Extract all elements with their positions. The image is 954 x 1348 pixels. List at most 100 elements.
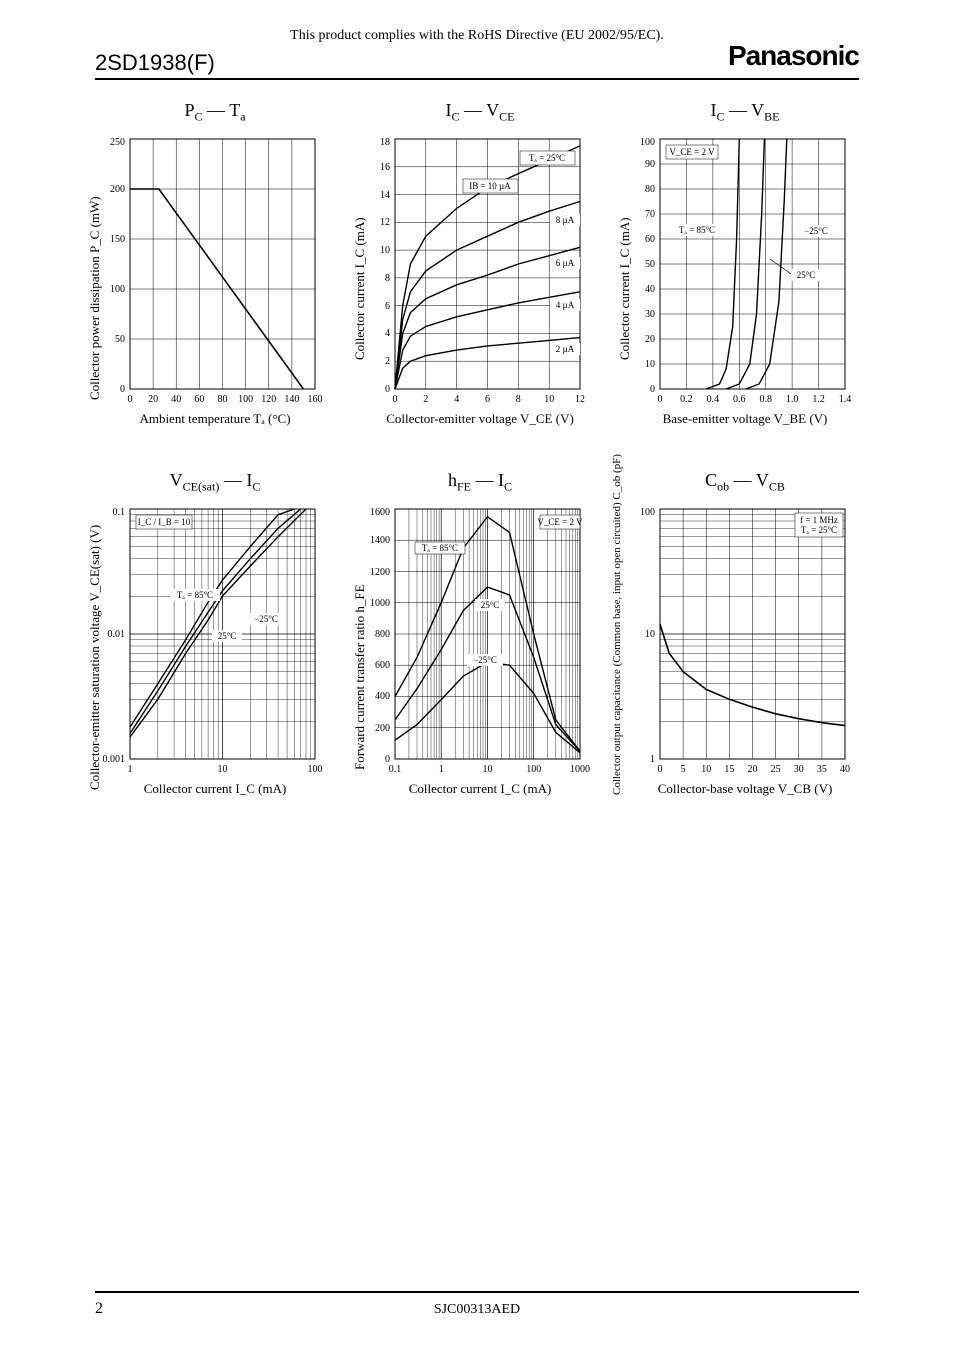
svg-text:100: 100 [110,284,125,295]
svg-text:100: 100 [526,764,541,775]
y-axis-label: Collector current I_C (mA) [617,217,633,360]
svg-text:Tₐ = 85°C: Tₐ = 85°C [679,225,715,235]
svg-text:−25°C: −25°C [804,226,828,236]
svg-text:0.01: 0.01 [108,629,126,640]
header-rule [95,78,859,80]
chart-title: IC — VCE [350,100,610,125]
svg-text:1200: 1200 [370,567,390,578]
svg-text:25°C: 25°C [218,631,237,641]
svg-text:4: 4 [454,394,459,405]
svg-text:20: 20 [645,334,655,345]
chart-hfe-ic: hFE — IC Forward current transfer ratio … [350,470,610,830]
svg-text:1400: 1400 [370,535,390,546]
svg-text:8: 8 [385,273,390,284]
svg-text:6: 6 [385,301,390,312]
svg-text:0: 0 [393,394,398,405]
svg-text:250: 250 [110,137,125,148]
document-id: SJC00313AED [0,1302,954,1318]
x-axis-label: Collector-base voltage V_CB (V) [615,781,875,797]
svg-text:14: 14 [380,190,390,201]
svg-text:1.0: 1.0 [786,394,799,405]
x-axis-label: Collector current I_C (mA) [85,781,345,797]
svg-text:4: 4 [385,328,390,339]
y-axis-label: Collector-emitter saturation voltage V_C… [87,525,103,790]
chart-svg: 020406080100120140160 050100150200250 [85,129,335,409]
chart-grid: PC — Ta Collector power dissipation P_C … [85,100,875,830]
svg-text:50: 50 [645,259,655,270]
svg-text:Tₐ = 85°C: Tₐ = 85°C [422,543,458,553]
svg-text:2: 2 [385,356,390,367]
x-axis-label: Collector current I_C (mA) [350,781,610,797]
svg-text:−25°C: −25°C [254,614,278,624]
svg-text:0.001: 0.001 [103,754,126,765]
chart-svg: I_C / I_B = 10 Tₐ = 85°C 25°C −25°C 1101… [85,499,335,779]
svg-text:10: 10 [701,764,711,775]
svg-text:1000: 1000 [370,598,390,609]
svg-text:0.2: 0.2 [680,394,693,405]
svg-text:5: 5 [681,764,686,775]
svg-text:V_CE = 2 V: V_CE = 2 V [537,517,583,527]
chart-ic-vce: IC — VCE Collector current I_C (mA) Tₐ =… [350,100,610,460]
svg-text:Tₐ = 25°C: Tₐ = 25°C [529,153,565,163]
svg-text:8 µA: 8 µA [556,215,575,225]
svg-text:0.4: 0.4 [707,394,720,405]
y-axis-label: Forward current transfer ratio h_FE [352,584,368,770]
chart-cob-vcb: Cob — VCB Collector output capacitance (… [615,470,875,830]
chart-title: VCE(sat) — IC [85,470,345,495]
svg-text:1000: 1000 [570,764,590,775]
svg-text:60: 60 [645,234,655,245]
svg-text:200: 200 [375,723,390,734]
svg-text:1: 1 [128,764,133,775]
svg-text:16: 16 [380,162,390,173]
chart-svg: V_CE = 2 V Tₐ = 85°C 25°C −25°C 0.111010… [350,499,600,779]
svg-text:30: 30 [645,309,655,320]
svg-text:IB = 10 µA: IB = 10 µA [469,181,511,191]
chart-svg: Tₐ = 25°C IB = 10 µA 8 µA 6 µA 4 µA 2 µA… [350,129,600,409]
svg-text:70: 70 [645,209,655,220]
svg-text:60: 60 [194,394,204,405]
svg-text:10: 10 [483,764,493,775]
chart-ic-vbe: IC — VBE Collector current I_C (mA) V_CE… [615,100,875,460]
svg-text:10: 10 [380,245,390,256]
svg-text:Tₐ = 85°C: Tₐ = 85°C [177,590,213,600]
svg-text:20: 20 [148,394,158,405]
y-axis-label: Collector output capacitance (Common bas… [611,454,623,795]
svg-text:140: 140 [284,394,299,405]
svg-text:80: 80 [218,394,228,405]
svg-text:25: 25 [771,764,781,775]
chart-title: Cob — VCB [615,470,875,495]
svg-text:2: 2 [423,394,428,405]
svg-text:1: 1 [439,764,444,775]
svg-text:15: 15 [724,764,734,775]
svg-text:35: 35 [817,764,827,775]
svg-text:0.1: 0.1 [389,764,402,775]
svg-text:0.1: 0.1 [113,507,126,518]
svg-text:V_CE = 2 V: V_CE = 2 V [669,147,715,157]
svg-text:1.2: 1.2 [812,394,825,405]
svg-text:90: 90 [645,159,655,170]
svg-text:160: 160 [308,394,323,405]
chart-vcesat-ic: VCE(sat) — IC Collector-emitter saturati… [85,470,345,830]
svg-text:0: 0 [650,384,655,395]
svg-text:10: 10 [218,764,228,775]
chart-title: IC — VBE [615,100,875,125]
chart-title: hFE — IC [350,470,610,495]
svg-text:−25°C: −25°C [473,655,497,665]
svg-text:8: 8 [516,394,521,405]
chart-pc-ta: PC — Ta Collector power dissipation P_C … [85,100,345,460]
svg-text:10: 10 [645,359,655,370]
y-axis-label: Collector current I_C (mA) [352,217,368,360]
svg-text:1.4: 1.4 [839,394,852,405]
svg-text:10: 10 [544,394,554,405]
svg-text:0: 0 [658,394,663,405]
svg-text:25°C: 25°C [797,270,816,280]
svg-text:0: 0 [385,384,390,395]
svg-text:40: 40 [840,764,850,775]
x-axis-label: Ambient temperature Tₐ (°C) [85,411,345,427]
svg-text:0.8: 0.8 [759,394,772,405]
svg-text:120: 120 [261,394,276,405]
svg-text:f = 1 MHz: f = 1 MHz [800,515,838,525]
svg-text:40: 40 [645,284,655,295]
svg-text:6 µA: 6 µA [556,258,575,268]
svg-text:800: 800 [375,629,390,640]
